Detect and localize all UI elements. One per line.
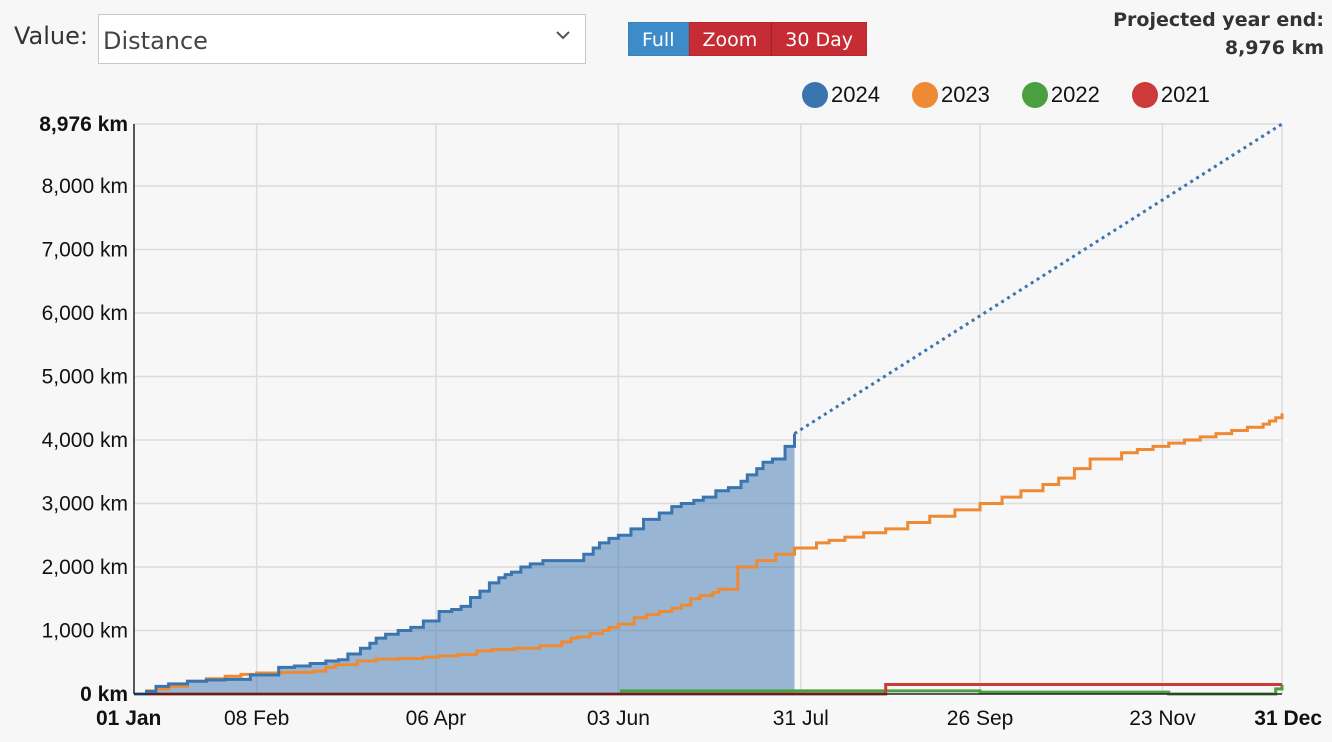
- series-2024-line: [134, 433, 796, 696]
- chevron-down-icon: [556, 31, 570, 40]
- y-tick-label: 4,000 km: [42, 429, 128, 452]
- y-tick-label: 1,000 km: [42, 619, 128, 642]
- projection-value: 8,976 km: [1224, 37, 1324, 59]
- x-tick-label: 23 Nov: [1129, 707, 1196, 730]
- full-range-button[interactable]: Full: [628, 22, 689, 56]
- x-tick-label: 26 Sep: [947, 707, 1014, 730]
- legend-marker: [911, 82, 938, 108]
- legend-item-2023[interactable]: 2023: [911, 82, 990, 108]
- legend-item-2021[interactable]: 2021: [1131, 82, 1210, 108]
- x-tick-label: 06 Apr: [406, 707, 467, 730]
- y-tick-label: 0 km: [80, 683, 128, 706]
- legend-label: 2022: [1050, 82, 1100, 107]
- value-select-text: Distance: [103, 27, 208, 55]
- legend-marker: [1021, 82, 1048, 108]
- legend-label: 2024: [831, 82, 880, 107]
- series-2023-line: [134, 413, 1284, 696]
- value-select[interactable]: Distance: [98, 14, 586, 64]
- y-tick-label: 7,000 km: [42, 238, 128, 261]
- legend-label: 2023: [940, 82, 990, 107]
- x-tick-label: 03 Jun: [587, 707, 650, 730]
- x-tick-label: 08 Feb: [224, 707, 289, 730]
- series-2022-line: [134, 684, 1284, 696]
- projection-summary: Projected year end: 8,976 km: [1113, 6, 1324, 62]
- range-button-group: Full Zoom 30 Day: [628, 22, 868, 56]
- legend-item-2024[interactable]: 2024: [802, 82, 880, 108]
- zoom-button[interactable]: Zoom: [688, 22, 772, 56]
- x-tick-label: 31 Dec: [1254, 707, 1322, 730]
- y-tick-label: 5,000 km: [42, 365, 128, 388]
- legend-item-2022[interactable]: 2022: [1021, 82, 1100, 108]
- x-tick-label: 31 Jul: [773, 707, 829, 730]
- y-tick-label: 6,000 km: [42, 302, 128, 325]
- value-label: Value:: [14, 22, 88, 50]
- legend-marker: [1131, 82, 1158, 108]
- y-tick-label: 8,976 km: [39, 113, 128, 136]
- projection-label: Projected year end:: [1113, 9, 1324, 31]
- series-2024-area: [134, 433, 795, 694]
- legend-marker: [802, 82, 828, 108]
- series-2024-projection-line: [793, 122, 1283, 435]
- x-tick-label: 01 Jan: [96, 707, 161, 730]
- y-tick-label: 8,000 km: [42, 175, 128, 198]
- thirty-day-button[interactable]: 30 Day: [771, 22, 868, 56]
- y-tick-label: 2,000 km: [42, 556, 128, 579]
- legend-label: 2021: [1160, 82, 1210, 107]
- chart-legend: 2024 2023 2022 2021: [802, 82, 1242, 108]
- y-tick-label: 3,000 km: [42, 492, 128, 515]
